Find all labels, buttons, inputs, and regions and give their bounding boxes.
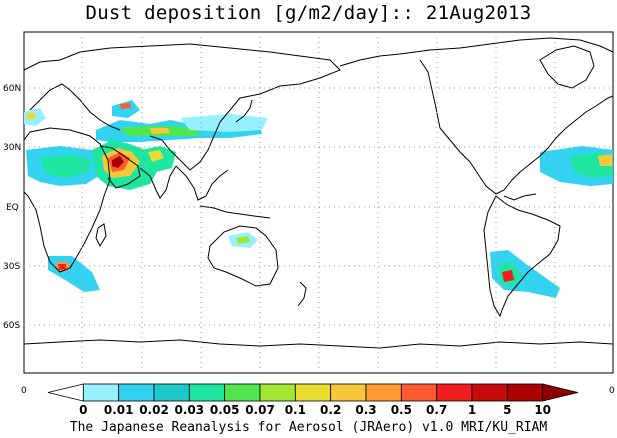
colorbar-swatch: [365, 383, 402, 402]
colorbar-tick-label: 0.07: [245, 403, 275, 417]
colorbar-tick-label: 10: [534, 403, 551, 417]
coast-se-asia: [175, 165, 229, 201]
colorbar-tick-label: 0.02: [139, 403, 169, 417]
dust-india-core: [148, 150, 164, 162]
dust-caspian-core: [120, 103, 131, 109]
colorbar-tick-label: 0.03: [175, 403, 205, 417]
colorbar-tick-label: 0.5: [391, 403, 412, 417]
coast-arabia: [99, 145, 141, 189]
colorbar-swatch: [294, 383, 332, 402]
dust-med-core: [150, 128, 170, 134]
dust-australia-core: [236, 236, 250, 244]
coast-antarctica: [23, 339, 614, 349]
colorbar-swatch: [542, 383, 579, 402]
colorbar-edge-left: 0: [21, 386, 27, 396]
coast-madagascar: [95, 223, 107, 248]
colorbar-swatch: [506, 383, 544, 402]
colorbar-swatch: [47, 383, 84, 402]
lat-label-eq: EQ: [6, 203, 19, 213]
colorbar-swatch: [471, 383, 508, 402]
coast-eurasia-north: [23, 43, 341, 171]
dust-southern-africa-hot: [58, 264, 66, 270]
colorbar-tick-label: 0.1: [285, 403, 306, 417]
credit-line: The Japanese Reanalysis for Aerosol (JRA…: [69, 420, 548, 435]
dust-patagonia: [490, 250, 560, 298]
coast-greenland: [539, 45, 595, 89]
dust-atlantic-hot: [598, 154, 612, 166]
coast-japan: [235, 99, 253, 123]
colorbar-swatch: [82, 383, 120, 402]
dust-patagonia-core: [502, 270, 514, 282]
colorbar-swatch: [224, 383, 261, 402]
colorbar-tick-label: 0.3: [355, 403, 376, 417]
lat-label-60s: 60S: [3, 321, 20, 331]
colorbar-tick-label: 0.7: [426, 403, 447, 417]
colorbar-swatch: [188, 383, 226, 402]
colorbar-edge-right: 0: [609, 386, 615, 396]
lat-label-60n: 60N: [3, 84, 21, 94]
coast-africa: [23, 127, 111, 273]
coast-india: [139, 165, 177, 199]
colorbar-tick-label: 0.2: [320, 403, 341, 417]
colorbar-swatch: [400, 383, 438, 402]
colorbar-swatch: [436, 383, 473, 402]
colorbar-tick-label: 5: [503, 403, 511, 417]
lat-labels: 60N 30N EQ 30S 60S: [3, 84, 21, 331]
colorbar-swatch: [330, 383, 367, 402]
coast-indonesia: [199, 205, 271, 219]
coast-south-america: [483, 195, 561, 318]
colorbar-tick-label: 1: [468, 403, 476, 417]
dust-central-asia: [112, 100, 140, 118]
colorbar-tick-label: 0.05: [210, 403, 240, 417]
dust-gobi: [180, 114, 268, 132]
coast-australia: [207, 225, 279, 287]
coast-europe: [29, 83, 121, 131]
coastlines: [23, 37, 614, 349]
dust-west-edge-core: [26, 112, 36, 120]
dust-layer: [24, 100, 613, 298]
dust-arabia-core: [112, 156, 124, 168]
dust-sahara-inner: [40, 154, 92, 178]
colorbar-swatch: [153, 383, 190, 402]
lat-label-30n: 30N: [3, 143, 21, 153]
colorbar: 0 0 0 0.01 0.02 0.03 0.05 0.07 0.1 0.2 0.3 0.5 0.7…: [21, 383, 615, 417]
colorbar-tick-label: 0: [79, 403, 87, 417]
coast-caribbean: [503, 193, 537, 201]
coast-north-america: [339, 37, 614, 195]
map-title: Dust deposition [g/m2/day]:: 21Aug2013: [85, 2, 532, 24]
graticule: [24, 32, 613, 373]
colorbar-swatch: [259, 383, 296, 402]
colorbar-tick-label: 0.01: [104, 403, 134, 417]
colorbar-swatch: [118, 383, 155, 402]
coast-new-zealand: [297, 281, 307, 307]
lat-label-30s: 30S: [3, 262, 20, 272]
